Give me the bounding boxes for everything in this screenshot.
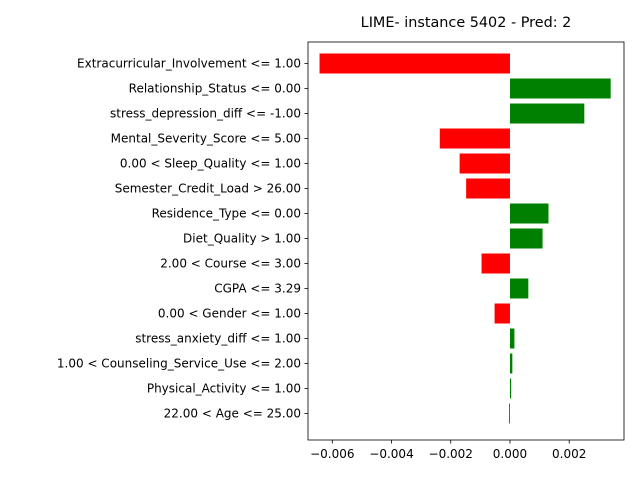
- bar: [509, 378, 512, 399]
- x-tick-label: −0.006: [310, 447, 354, 461]
- bar: [509, 78, 611, 99]
- y-tick-label: Residence_Type <= 0.00: [152, 207, 301, 221]
- x-axis: −0.006 −0.004 −0.002 0.000 0.002: [310, 440, 586, 461]
- x-tick-label: −0.002: [429, 447, 473, 461]
- y-tick-label: 0.00 < Gender <= 1.00: [158, 307, 301, 321]
- bar: [509, 353, 513, 374]
- y-tick-label: 0.00 < Sleep_Quality <= 1.00: [120, 157, 301, 171]
- y-tick-label: 22.00 < Age <= 25.00: [164, 407, 301, 421]
- bar: [439, 128, 510, 149]
- y-tick-label: 1.00 < Counseling_Service_Use <= 2.00: [57, 357, 301, 371]
- y-tick-label: CGPA <= 3.29: [214, 282, 301, 296]
- bar: [481, 253, 510, 274]
- y-tick-label: Diet_Quality > 1.00: [183, 232, 301, 246]
- y-tick-label: stress_depression_diff <= -1.00: [110, 107, 301, 121]
- bar: [509, 103, 585, 124]
- x-tick-label: 0.002: [552, 447, 586, 461]
- bar: [509, 228, 543, 249]
- y-tick-label: Physical_Activity <= 1.00: [147, 382, 301, 396]
- x-tick-label: −0.004: [369, 447, 413, 461]
- chart-title: LIME- instance 5402 - Pred: 2: [361, 15, 572, 31]
- bar: [494, 303, 510, 324]
- bar: [459, 153, 510, 174]
- bar: [509, 203, 549, 224]
- y-tick-label: Relationship_Status <= 0.00: [129, 82, 301, 96]
- bar: [509, 278, 529, 299]
- y-tick-label: 2.00 < Course <= 3.00: [160, 257, 301, 271]
- y-axis: Extracurricular_Involvement <= 1.00 Relat…: [57, 57, 308, 421]
- bar: [466, 178, 510, 199]
- y-tick-label: stress_anxiety_diff <= 1.00: [135, 332, 301, 346]
- bar: [319, 53, 510, 74]
- y-tick-label: Mental_Severity_Score <= 5.00: [111, 132, 301, 146]
- y-tick-label: Extracurricular_Involvement <= 1.00: [77, 57, 301, 71]
- x-tick-label: 0.000: [493, 447, 527, 461]
- bar: [509, 328, 515, 349]
- bar: [509, 403, 510, 424]
- bars-layer: [319, 53, 611, 424]
- y-tick-label: Semester_Credit_Load > 26.00: [115, 182, 301, 196]
- plot-frame: [307, 41, 625, 441]
